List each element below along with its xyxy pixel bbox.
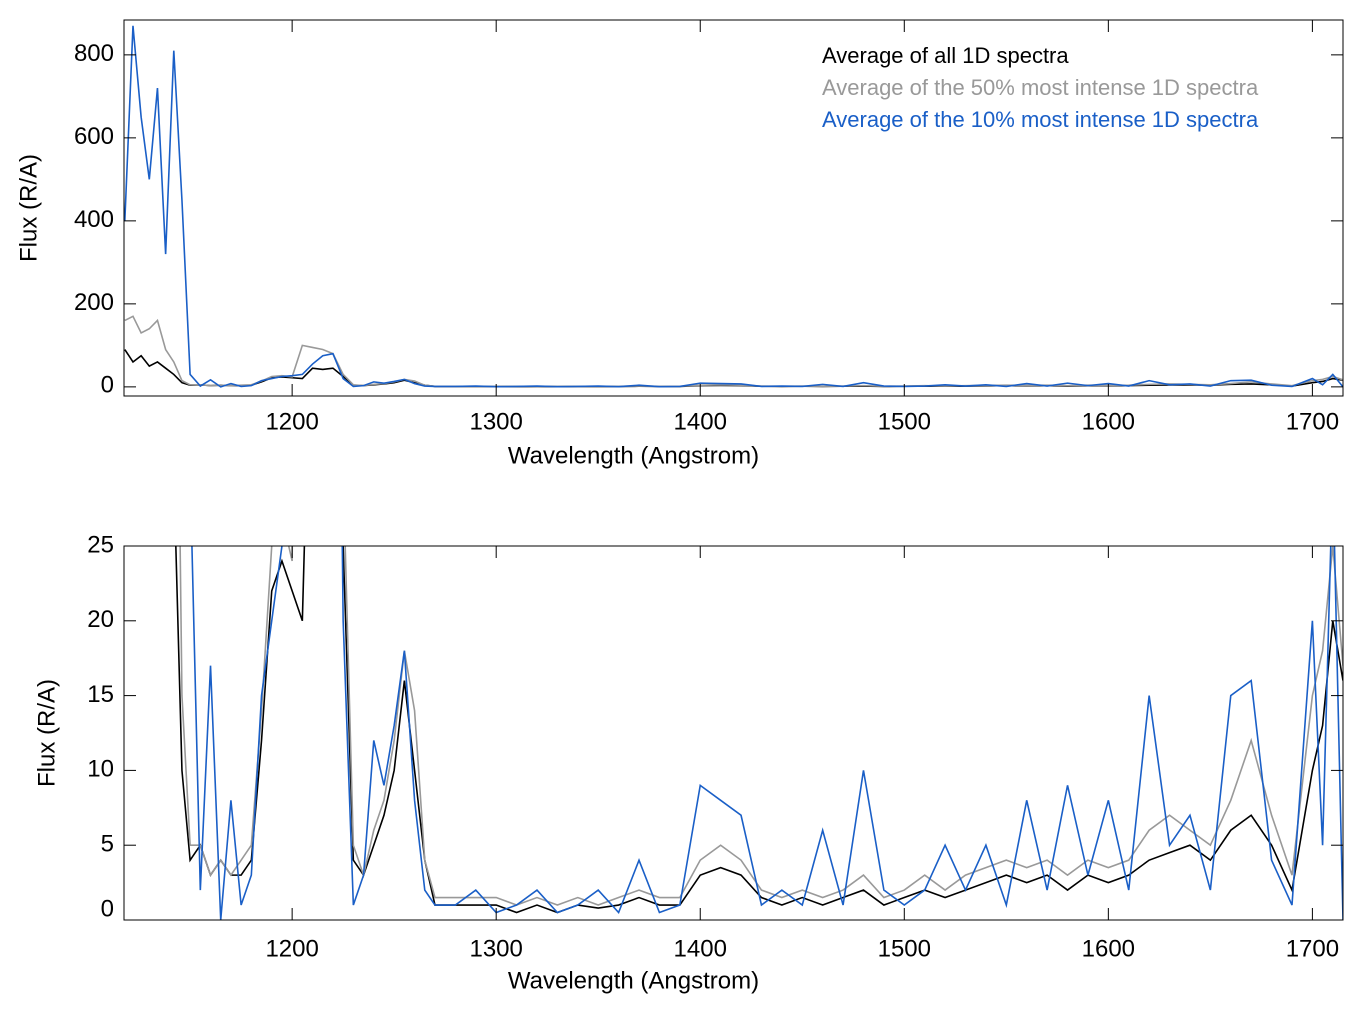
x-axis-title: Wavelength (Angstrom) <box>508 967 759 994</box>
y-tick-label: 25 <box>87 531 114 558</box>
y-axis-title: Flux (R/A) <box>15 154 42 262</box>
y-tick-label: 5 <box>101 831 114 858</box>
x-tick-label: 1300 <box>469 935 522 962</box>
x-tick-label: 1500 <box>878 408 931 435</box>
legend-entry: Average of the 50% most intense 1D spect… <box>822 75 1259 100</box>
legend-entry: Average of all 1D spectra <box>822 43 1069 68</box>
spectrum-line <box>124 25 1343 388</box>
y-tick-label: 200 <box>74 289 114 316</box>
plot-area <box>175 546 1343 920</box>
x-tick-label: 1400 <box>674 408 727 435</box>
x-tick-label: 1200 <box>265 935 318 962</box>
y-axis-title: Flux (R/A) <box>33 679 60 787</box>
x-tick-label: 1400 <box>674 935 727 962</box>
x-tick-label: 1600 <box>1082 408 1135 435</box>
y-tick-label: 400 <box>74 206 114 233</box>
spectrum-line <box>191 546 1343 920</box>
y-tick-label: 800 <box>74 40 114 67</box>
y-tick-label: 0 <box>101 895 114 922</box>
y-tick-label: 15 <box>87 681 114 708</box>
x-tick-label: 1700 <box>1286 408 1339 435</box>
x-tick-label: 1200 <box>265 408 318 435</box>
y-tick-label: 600 <box>74 123 114 150</box>
x-tick-label: 1300 <box>469 408 522 435</box>
y-tick-label: 20 <box>87 606 114 633</box>
legend-entry: Average of the 10% most intense 1D spect… <box>822 107 1259 132</box>
spectrum-line <box>179 546 1343 906</box>
x-tick-label: 1600 <box>1082 935 1135 962</box>
spectrum-line <box>124 315 1343 388</box>
axes-frame <box>123 19 1344 397</box>
axes-frame <box>123 545 1344 921</box>
y-tick-label: 0 <box>101 371 114 398</box>
x-tick-label: 1500 <box>878 935 931 962</box>
x-tick-label: 1700 <box>1286 935 1339 962</box>
y-tick-label: 10 <box>87 756 114 783</box>
x-axis-title: Wavelength (Angstrom) <box>508 442 759 469</box>
